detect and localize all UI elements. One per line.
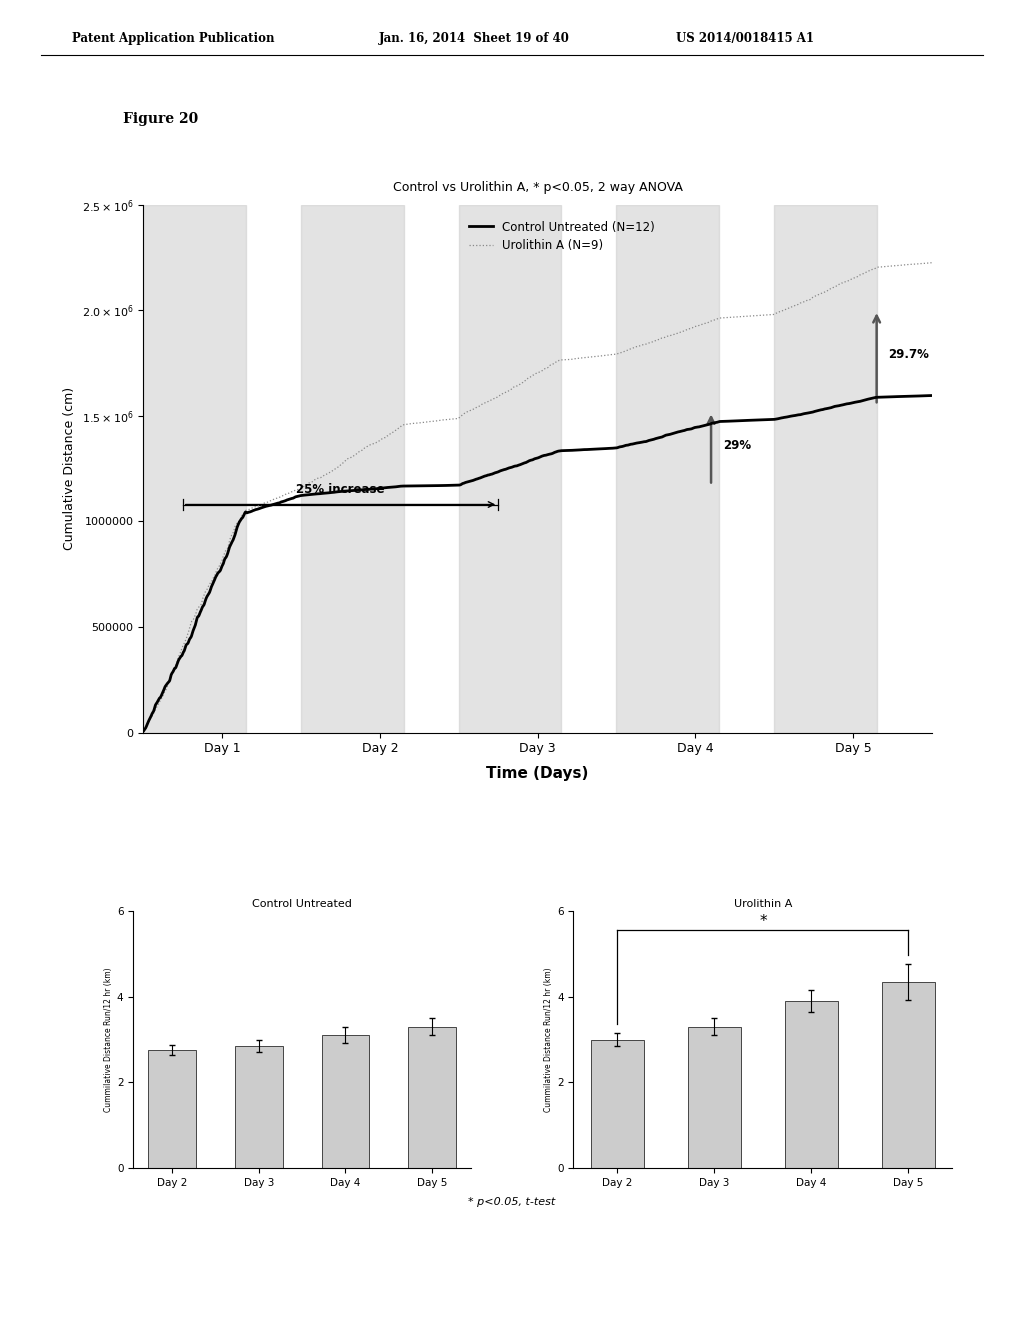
Control Untreated (N=12) (512, 458, 524, 474)
Text: * p<0.05, t-test: * p<0.05, t-test (468, 1197, 556, 1208)
Urolithin A (N=9) (512, 378, 524, 393)
Text: Figure 20: Figure 20 (123, 112, 198, 127)
Urolithin A (N=9) (468, 400, 480, 416)
Legend: Control Untreated (N=12), Urolithin A (N=9): Control Untreated (N=12), Urolithin A (N… (465, 215, 659, 257)
Text: 29.7%: 29.7% (889, 347, 930, 360)
Text: 29%: 29% (723, 438, 751, 451)
Bar (236, 1045, 283, 1168)
Text: Patent Application Publication: Patent Application Publication (72, 32, 274, 45)
Text: US 2014/0018415 A1: US 2014/0018415 A1 (676, 32, 814, 45)
Bar (688, 1027, 741, 1168)
Bar (774, 205, 877, 733)
Control Untreated (N=12) (862, 391, 874, 407)
Bar (784, 1001, 838, 1168)
X-axis label: Time (Days): Time (Days) (486, 767, 589, 781)
Text: Jan. 16, 2014  Sheet 19 of 40: Jan. 16, 2014 Sheet 19 of 40 (379, 32, 569, 45)
Control Untreated (N=12) (901, 388, 913, 404)
Control Untreated (N=12) (926, 388, 938, 404)
Bar (322, 1035, 369, 1168)
Bar (459, 205, 561, 733)
Urolithin A (N=9) (862, 263, 874, 279)
Text: *: * (759, 915, 767, 929)
Control Untreated (N=12) (475, 470, 487, 486)
Title: Control Untreated: Control Untreated (252, 899, 352, 908)
Line: Control Untreated (N=12): Control Untreated (N=12) (143, 396, 932, 731)
Control Untreated (N=12) (710, 414, 722, 430)
Title: Urolithin A: Urolithin A (733, 899, 793, 908)
Urolithin A (N=9) (710, 312, 722, 327)
Text: 25% increase: 25% increase (296, 483, 385, 496)
Urolithin A (N=9) (137, 722, 150, 738)
Bar (301, 205, 403, 733)
Urolithin A (N=9) (901, 256, 913, 272)
Y-axis label: Cummilative Distance Run/12 hr (km): Cummilative Distance Run/12 hr (km) (103, 968, 113, 1111)
Line: Urolithin A (N=9): Urolithin A (N=9) (143, 263, 932, 730)
Bar (148, 1051, 196, 1168)
Y-axis label: Cumulative Distance (cm): Cumulative Distance (cm) (63, 387, 76, 550)
Bar (591, 1040, 644, 1168)
Urolithin A (N=9) (475, 397, 487, 413)
Bar (882, 982, 935, 1168)
Bar (616, 205, 719, 733)
Title: Control vs Urolithin A, * p<0.05, 2 way ANOVA: Control vs Urolithin A, * p<0.05, 2 way … (392, 181, 683, 194)
Control Untreated (N=12) (137, 723, 150, 739)
Bar (409, 1027, 456, 1168)
Y-axis label: Cummilative Distance Run/12 hr (km): Cummilative Distance Run/12 hr (km) (544, 968, 553, 1111)
Bar (143, 205, 246, 733)
Urolithin A (N=9) (926, 255, 938, 271)
Control Untreated (N=12) (468, 471, 480, 487)
